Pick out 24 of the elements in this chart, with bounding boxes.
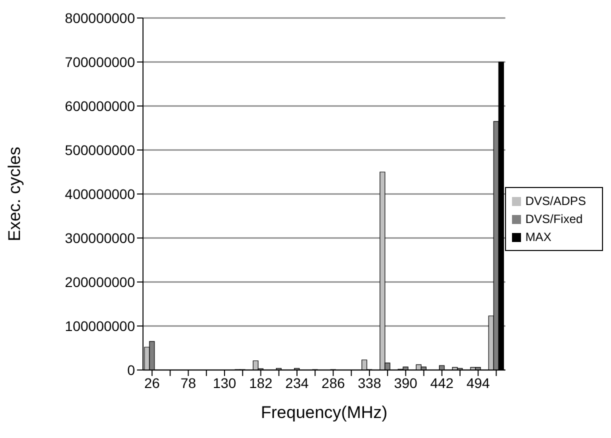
- x-tick-label: 286: [322, 374, 346, 391]
- x-axis-title: Frequency(MHz): [260, 403, 388, 422]
- x-tick-label: 494: [466, 374, 490, 391]
- x-tick-label: 78: [180, 374, 196, 391]
- x-tick-label: 182: [249, 374, 273, 391]
- x-tick-label: 338: [358, 374, 382, 391]
- x-tick-label: 442: [430, 374, 454, 391]
- y-tick-label: 500000000: [64, 142, 136, 158]
- y-tick-label: 700000000: [64, 54, 136, 70]
- legend-label: DVS/ADPS: [525, 194, 586, 208]
- x-tick-label: 130: [212, 374, 236, 391]
- y-axis-title: Exec. cycles: [5, 146, 24, 242]
- x-tick-label: 390: [394, 374, 418, 391]
- y-tick-label: 600000000: [64, 98, 136, 114]
- legend-label: DVS/Fixed: [525, 212, 583, 226]
- y-tick-label: 200000000: [64, 274, 136, 290]
- x-tick-label: 26: [144, 374, 160, 391]
- x-tick-label: 234: [285, 374, 309, 391]
- y-tick-label: 800000000: [64, 10, 136, 26]
- y-tick-label: 400000000: [64, 186, 136, 202]
- legend-label: MAX: [525, 230, 552, 244]
- y-tick-label: 0: [127, 362, 136, 378]
- y-tick-label: 100000000: [64, 318, 136, 334]
- y-tick-label: 300000000: [64, 230, 136, 246]
